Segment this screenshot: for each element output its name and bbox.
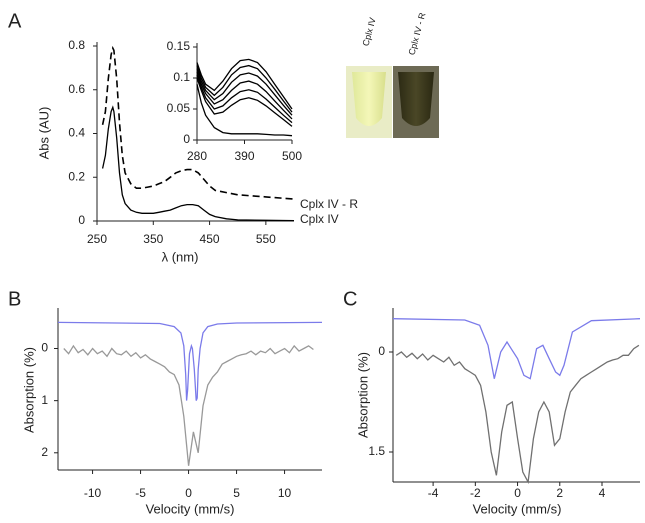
- y-tick-label: 0: [78, 213, 85, 227]
- x-tick-label: 250: [87, 232, 107, 246]
- series-line: [392, 318, 641, 380]
- vial: [398, 72, 434, 126]
- series-line: [101, 105, 295, 222]
- y-tick-label: 0.15: [167, 39, 191, 53]
- series-label: Cplx IV - R: [300, 197, 358, 211]
- panel-label: B: [8, 288, 21, 310]
- y-tick-label: 0: [183, 132, 190, 146]
- series-line: [395, 344, 640, 485]
- x-axis-label: Velocity (mm/s): [146, 501, 235, 516]
- x-tick-label: 2: [556, 486, 563, 500]
- x-tick-label: -10: [84, 486, 102, 500]
- y-axis-label: Abs (AU): [36, 107, 51, 160]
- x-tick-label: 4: [599, 486, 606, 500]
- series-line: [63, 344, 314, 466]
- x-tick-label: 280: [187, 149, 207, 163]
- y-axis-label: Absorption (%): [21, 347, 36, 433]
- y-tick-label: 0.05: [167, 101, 191, 115]
- y-axis-label: Absorption (%): [355, 352, 370, 438]
- series-line: [196, 64, 293, 113]
- y-tick-label: 1.5: [368, 444, 385, 458]
- x-tick-label: 350: [143, 232, 163, 246]
- x-tick-label: 10: [278, 486, 292, 500]
- vial-label: Cplx IV - R: [407, 11, 428, 56]
- y-tick-label: 0.2: [68, 169, 85, 183]
- series-line: [196, 77, 293, 127]
- panel-label: A: [8, 10, 22, 32]
- y-tick-label: 0.8: [68, 38, 85, 52]
- y-tick-label: 0: [378, 344, 385, 358]
- x-tick-label: -4: [428, 486, 439, 500]
- series-line: [196, 68, 293, 116]
- x-tick-label: 550: [256, 232, 276, 246]
- x-axis-label: λ (nm): [162, 249, 199, 264]
- x-tick-label: -2: [470, 486, 481, 500]
- y-tick-label: 1: [41, 393, 48, 407]
- y-tick-label: 0: [41, 341, 48, 355]
- x-tick-label: -5: [135, 486, 146, 500]
- x-tick-label: 450: [200, 232, 220, 246]
- series-line: [196, 71, 293, 120]
- y-tick-label: 2: [41, 445, 48, 459]
- panel-label: C: [343, 288, 357, 310]
- vial-label: Cplx IV: [361, 17, 378, 48]
- x-tick-label: 0: [514, 486, 521, 500]
- series-line: [196, 58, 293, 110]
- x-tick-label: 0: [185, 486, 192, 500]
- series-line: [101, 45, 295, 200]
- series-line: [57, 321, 323, 401]
- x-tick-label: 5: [233, 486, 240, 500]
- series-label: Cplx IV: [300, 212, 339, 226]
- series-line: [196, 84, 293, 137]
- x-axis-label: Velocity (mm/s): [473, 501, 562, 516]
- vial: [352, 72, 386, 126]
- x-tick-label: 390: [234, 149, 254, 163]
- y-tick-label: 0.1: [173, 70, 190, 84]
- y-tick-label: 0.4: [68, 126, 85, 140]
- x-tick-label: 500: [282, 149, 302, 163]
- y-tick-label: 0.6: [68, 82, 85, 96]
- series-line: [196, 74, 293, 124]
